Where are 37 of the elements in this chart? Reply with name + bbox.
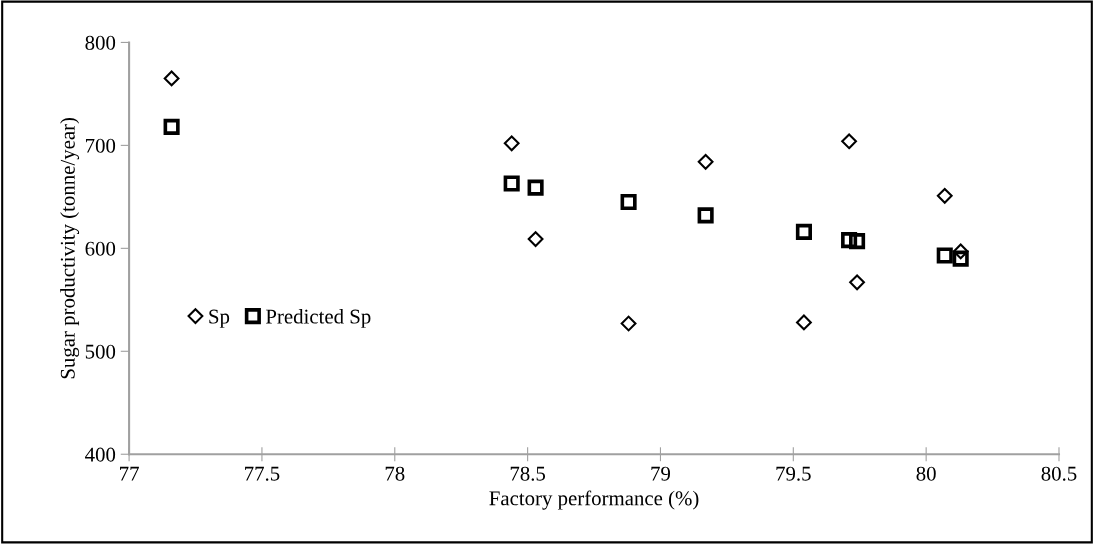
point [795,223,812,240]
x-tick-label: 80.5 [1041,466,1077,481]
x-tick-label: 79 [651,466,671,481]
point [849,274,865,291]
point [163,70,180,87]
point [503,135,520,152]
point [952,250,969,267]
point [936,187,953,204]
x-tick-label: 78.5 [510,466,546,481]
x-axis-title: Factory performance (%) [489,490,699,510]
point [527,231,544,247]
point [952,243,969,260]
point [620,193,637,211]
y-tick-label: 500 [85,344,116,359]
point [163,118,180,135]
point [849,233,866,250]
point [503,175,520,192]
point [620,315,637,332]
x-tick-label: 77.5 [245,466,280,481]
x-tick-label: 77 [120,466,139,481]
legend-label: Sp [209,309,230,328]
point [697,207,714,224]
point [841,232,858,249]
y-tick-label: 400 [85,447,116,462]
x-tick-label: 80 [916,466,936,481]
y-tick-label: 800 [85,35,116,50]
point [841,133,858,150]
y-axis-title: Sugar productivity (tonne/year) [60,117,80,379]
legend-label: Predicted Sp [265,308,371,328]
y-tick-label: 600 [85,241,116,256]
point [936,247,953,264]
point [796,314,812,331]
point [697,153,714,170]
x-tick-label: 79.5 [776,466,811,481]
x-tick-label: 78 [385,466,405,481]
y-tick-label: 700 [86,138,116,153]
point [527,179,544,196]
